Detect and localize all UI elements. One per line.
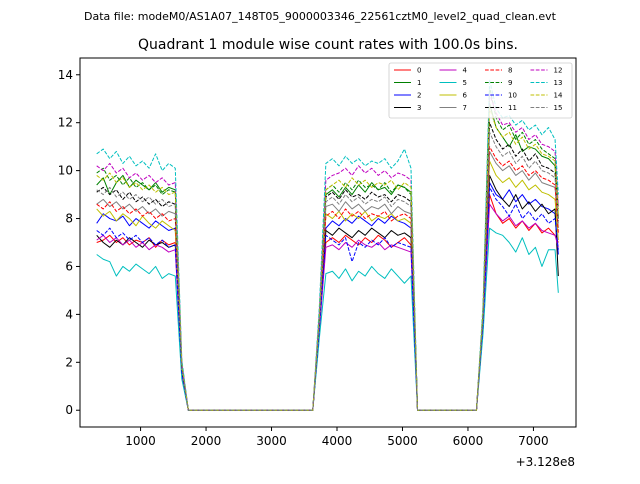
legend-label-4: 4 (463, 67, 468, 75)
series-line-14 (96, 107, 559, 411)
legend-label-11: 11 (508, 104, 517, 112)
x-tick-label: 2000 (191, 434, 222, 448)
series-line-8 (96, 146, 559, 411)
legend-label-12: 12 (554, 67, 563, 75)
legend-label-1: 1 (417, 79, 421, 87)
y-tick-label: 0 (65, 403, 73, 417)
series-line-15 (96, 131, 559, 411)
y-axis-ticks: 0 2 4 6 8 10 12 14 (58, 68, 80, 417)
y-tick-label: 4 (65, 307, 73, 321)
legend-label-13: 13 (554, 79, 563, 87)
figure-suptitle: Data file: modeM0/AS1A07_148T05_90000033… (84, 10, 557, 23)
x-axis-ticks: 1000 2000 3000 4000 5000 6000 7000 (125, 427, 549, 448)
legend-label-6: 6 (463, 92, 468, 100)
series-line-5 (96, 227, 559, 411)
x-axis-offset-text: +3.128e8 (516, 455, 575, 469)
legend-label-5: 5 (463, 79, 467, 87)
legend-label-8: 8 (508, 67, 512, 75)
y-tick-label: 8 (65, 212, 73, 226)
legend-label-14: 14 (554, 92, 563, 100)
y-tick-label: 12 (58, 116, 73, 130)
y-tick-label: 2 (65, 355, 73, 369)
x-tick-label: 6000 (453, 434, 484, 448)
x-tick-label: 5000 (387, 434, 418, 448)
x-tick-label: 7000 (518, 434, 549, 448)
legend-label-15: 15 (554, 104, 563, 112)
legend-label-3: 3 (417, 104, 421, 112)
legend-label-9: 9 (508, 79, 512, 87)
legend-box (388, 62, 573, 119)
legend-label-10: 10 (508, 92, 517, 100)
legend-label-7: 7 (463, 104, 467, 112)
chart-title: Quadrant 1 module wise count rates with … (138, 37, 518, 53)
y-tick-label: 6 (65, 259, 73, 273)
legend-label-2: 2 (417, 92, 421, 100)
x-tick-label: 1000 (125, 434, 156, 448)
x-tick-label: 4000 (322, 434, 353, 448)
series-layer (96, 79, 559, 411)
series-line-9 (96, 86, 559, 411)
y-tick-label: 14 (58, 68, 73, 82)
y-tick-label: 10 (58, 164, 73, 178)
axes-frame (79, 57, 577, 428)
x-tick-label: 3000 (256, 434, 287, 448)
series-line-10 (96, 186, 559, 411)
legend-label-0: 0 (417, 67, 421, 75)
